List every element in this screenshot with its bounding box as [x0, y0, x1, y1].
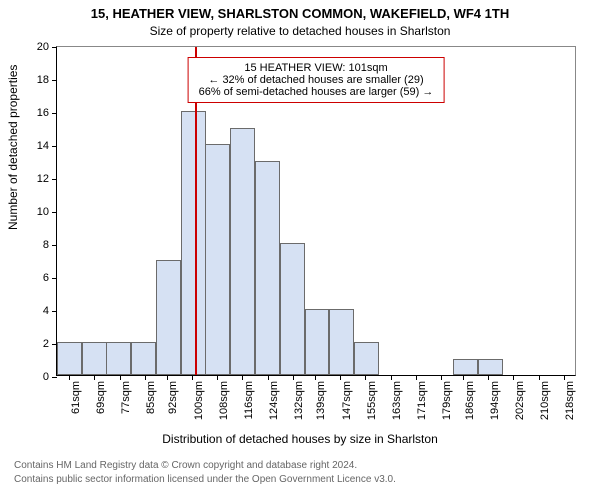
histogram-bar: [305, 309, 330, 375]
xtick-mark: [340, 375, 341, 380]
x-axis-label: Distribution of detached houses by size …: [0, 432, 600, 446]
xtick-label: 147sqm: [341, 381, 353, 420]
xtick-mark: [463, 375, 464, 380]
ytick-mark: [52, 113, 57, 114]
histogram-bar: [280, 243, 305, 375]
histogram-bar: [329, 309, 354, 375]
ytick-label: 8: [43, 239, 49, 251]
histogram-bar: [106, 342, 131, 375]
ytick-label: 6: [43, 272, 49, 284]
xtick-mark: [488, 375, 489, 380]
ytick-mark: [52, 278, 57, 279]
xtick-label: 100sqm: [193, 381, 205, 420]
xtick-label: 139sqm: [315, 381, 327, 420]
xtick-mark: [69, 375, 70, 380]
xtick-mark: [242, 375, 243, 380]
histogram-bar: [131, 342, 156, 375]
ytick-mark: [52, 179, 57, 180]
ytick-mark: [52, 212, 57, 213]
histogram-bar: [205, 144, 230, 375]
footer-line-2: Contains public sector information licen…: [14, 474, 396, 485]
xtick-mark: [539, 375, 540, 380]
xtick-label: 132sqm: [293, 381, 305, 420]
xtick-mark: [564, 375, 565, 380]
histogram-bar: [478, 359, 503, 376]
ytick-label: 12: [37, 173, 49, 185]
annotation-line: 66% of semi-detached houses are larger (…: [199, 86, 434, 98]
xtick-mark: [120, 375, 121, 380]
xtick-mark: [167, 375, 168, 380]
ytick-mark: [52, 377, 57, 378]
histogram-bar: [255, 161, 280, 376]
xtick-label: 92sqm: [167, 381, 179, 414]
ytick-label: 16: [37, 107, 49, 119]
xtick-mark: [365, 375, 366, 380]
xtick-label: 179sqm: [441, 381, 453, 420]
histogram-bar: [181, 111, 206, 375]
ytick-mark: [52, 80, 57, 81]
ytick-mark: [52, 245, 57, 246]
ytick-mark: [52, 311, 57, 312]
xtick-label: 77sqm: [120, 381, 132, 414]
xtick-label: 202sqm: [514, 381, 526, 420]
chart-container: 15, HEATHER VIEW, SHARLSTON COMMON, WAKE…: [0, 0, 600, 500]
xtick-mark: [315, 375, 316, 380]
xtick-mark: [145, 375, 146, 380]
annotation-line: ← 32% of detached houses are smaller (29…: [199, 74, 434, 86]
xtick-label: 155sqm: [366, 381, 378, 420]
xtick-mark: [217, 375, 218, 380]
chart-title-main: 15, HEATHER VIEW, SHARLSTON COMMON, WAKE…: [0, 6, 600, 21]
xtick-label: 116sqm: [243, 381, 255, 419]
annotation-box: 15 HEATHER VIEW: 101sqm ← 32% of detache…: [188, 57, 445, 103]
xtick-mark: [441, 375, 442, 380]
xtick-label: 124sqm: [268, 381, 280, 420]
xtick-label: 171sqm: [416, 381, 428, 420]
ytick-label: 2: [43, 338, 49, 350]
xtick-label: 61sqm: [70, 381, 82, 414]
histogram-bar: [57, 342, 82, 375]
histogram-bar: [82, 342, 107, 375]
xtick-label: 163sqm: [391, 381, 403, 420]
xtick-label: 218sqm: [564, 381, 576, 420]
ytick-mark: [52, 47, 57, 48]
xtick-mark: [416, 375, 417, 380]
chart-title-sub: Size of property relative to detached ho…: [0, 24, 600, 38]
histogram-bar: [453, 359, 478, 376]
ytick-label: 4: [43, 305, 49, 317]
histogram-bar: [354, 342, 379, 375]
ytick-label: 18: [37, 74, 49, 86]
y-axis-label: Number of detached properties: [6, 65, 20, 230]
xtick-label: 108sqm: [218, 381, 230, 420]
xtick-label: 210sqm: [539, 381, 551, 420]
xtick-label: 194sqm: [489, 381, 501, 420]
xtick-mark: [293, 375, 294, 380]
plot-area: 0246810121416182061sqm69sqm77sqm85sqm92s…: [56, 46, 576, 376]
histogram-bar: [156, 260, 181, 376]
xtick-label: 85sqm: [145, 381, 157, 414]
xtick-mark: [192, 375, 193, 380]
xtick-mark: [513, 375, 514, 380]
ytick-label: 10: [37, 206, 49, 218]
annotation-line: 15 HEATHER VIEW: 101sqm: [199, 62, 434, 74]
ytick-mark: [52, 146, 57, 147]
xtick-label: 186sqm: [464, 381, 476, 420]
ytick-label: 0: [43, 371, 49, 383]
xtick-mark: [94, 375, 95, 380]
xtick-mark: [268, 375, 269, 380]
xtick-mark: [391, 375, 392, 380]
ytick-label: 20: [37, 41, 49, 53]
histogram-bar: [230, 128, 255, 376]
xtick-label: 69sqm: [95, 381, 107, 414]
ytick-label: 14: [37, 140, 49, 152]
footer-line-1: Contains HM Land Registry data © Crown c…: [14, 460, 357, 471]
